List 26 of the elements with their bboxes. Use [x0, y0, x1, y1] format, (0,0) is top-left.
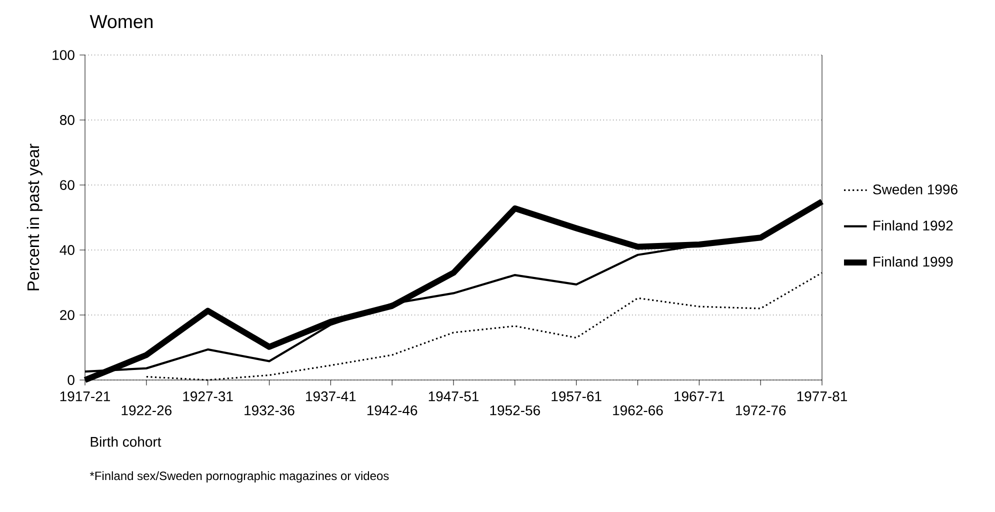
- y-tick-label: 20: [60, 310, 74, 320]
- x-tick-label: 1947-51: [428, 391, 478, 402]
- y-tick-label: 60: [60, 180, 74, 190]
- x-tick-label: 1927-31: [183, 391, 233, 402]
- y-tick-label: 0: [68, 375, 74, 385]
- x-tick-label: 1942-46: [367, 405, 418, 416]
- legend-label: Sweden 1996: [873, 184, 958, 194]
- x-tick-label: 1962-66: [613, 405, 663, 416]
- x-tick-label: 1922-26: [122, 405, 172, 416]
- x-tick-label: 1917-21: [60, 391, 110, 402]
- y-tick-label: 100: [52, 50, 74, 60]
- legend-label: Finland 1992: [874, 220, 953, 231]
- y-tick-label: 80: [60, 115, 74, 125]
- text: *Finland sex/Sweden pornographic magazines or videos: [90, 471, 389, 482]
- x-tick-label: 1967-71: [674, 391, 724, 402]
- x-axis-title: Birth cohort: [90, 436, 162, 447]
- x-tick-label: 1957-61: [552, 391, 602, 402]
- x-tick-label: 1952-56: [490, 405, 540, 416]
- x-tick-label: 1932-36: [244, 405, 294, 416]
- y-tick-label: 40: [60, 245, 74, 255]
- x-tick-label: 1937-41: [306, 391, 356, 402]
- x-tick-label: 1972-76: [736, 405, 786, 416]
- x-tick-label: 1977-81: [797, 391, 847, 402]
- y-axis-title: Percent in past year: [26, 144, 42, 290]
- chart-title: Women: [90, 15, 152, 28]
- legend-label: Finland 1999: [874, 256, 953, 267]
